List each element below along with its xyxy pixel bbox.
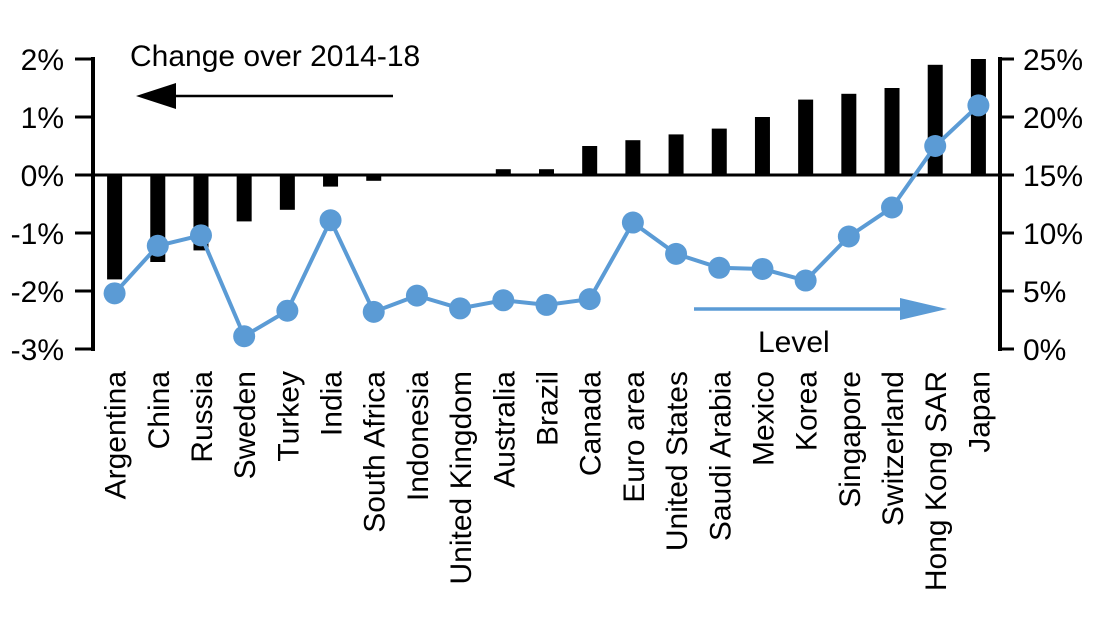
- right-axis-tick-label: 0%: [1023, 334, 1066, 367]
- category-label-saudi-arabia: Saudi Arabia: [704, 371, 737, 541]
- level-marker-saudi-arabia: [708, 256, 731, 279]
- level-marker-sweden: [233, 325, 256, 348]
- level-marker-indonesia: [405, 284, 428, 307]
- category-label-mexico: Mexico: [747, 371, 780, 466]
- level-marker-south-africa: [362, 300, 385, 323]
- change-annotation: Change over 2014-18: [130, 40, 420, 109]
- change-bar-south-africa: [366, 175, 382, 181]
- level-marker-turkey: [276, 299, 299, 322]
- category-label-japan: Japan: [963, 371, 996, 453]
- category-label-united-kingdom: United Kingdom: [445, 371, 478, 584]
- level-marker-india: [319, 209, 342, 232]
- category-label-brazil: Brazil: [532, 371, 565, 446]
- category-label-sweden: Sweden: [229, 371, 262, 479]
- right-axis-tick-label: 25%: [1023, 44, 1083, 77]
- right-axis-tick-label: 15%: [1023, 160, 1083, 193]
- level-marker-hong-kong-sar: [924, 135, 947, 157]
- change-series-label: Change over 2014-18: [130, 40, 420, 73]
- category-label-south-africa: South Africa: [359, 371, 392, 533]
- change-bar-india: [323, 175, 339, 187]
- change-bar-united-states: [668, 134, 684, 175]
- change-bar-korea: [798, 99, 814, 175]
- level-marker-argentina: [103, 282, 126, 305]
- category-label-united-states: United States: [661, 371, 694, 551]
- right-axis-tick-label: 20%: [1023, 102, 1083, 135]
- left-axis-tick-label: -1%: [11, 218, 64, 251]
- right-axis-tick-label: 5%: [1023, 276, 1066, 309]
- level-series-label: Level: [758, 326, 830, 359]
- category-label-indonesia: Indonesia: [402, 371, 435, 501]
- left-axis-tick-label: 1%: [21, 102, 64, 135]
- level-marker-singapore: [837, 225, 860, 248]
- left-axis-tick-label: 0%: [21, 160, 64, 193]
- change-bar-hong-kong-sar: [927, 64, 943, 175]
- category-label-india: India: [316, 371, 349, 436]
- category-label-australia: Australia: [488, 371, 521, 488]
- category-label-hong-kong-sar: Hong Kong SAR: [920, 371, 953, 591]
- category-label-russia: Russia: [186, 371, 219, 463]
- level-marker-mexico: [751, 257, 774, 280]
- left-axis-tick-label: 2%: [21, 44, 64, 77]
- change-bar-sweden: [236, 175, 252, 222]
- change-bar-euro-area: [625, 140, 641, 175]
- right-axis-tick-label: 10%: [1023, 218, 1083, 251]
- change-bar-switzerland: [884, 88, 900, 175]
- category-label-korea: Korea: [791, 371, 824, 451]
- change-arrowhead-left-icon: [136, 83, 176, 109]
- level-marker-brazil: [535, 293, 558, 316]
- change-bar-saudi-arabia: [711, 128, 727, 175]
- level-marker-united-states: [665, 242, 688, 265]
- level-marker-united-kingdom: [449, 297, 472, 320]
- level-marker-china: [146, 234, 169, 257]
- level-marker-canada: [578, 288, 601, 311]
- category-labels-layer: Argentina China Russia Sweden Turkey India Sou…: [100, 371, 997, 591]
- level-marker-korea: [794, 269, 817, 292]
- level-marker-australia: [492, 289, 515, 312]
- category-label-turkey: Turkey: [272, 371, 305, 462]
- level-arrowhead-right-icon: [900, 298, 947, 320]
- left-axis-tick-label: -3%: [11, 334, 64, 367]
- change-bar-canada: [582, 146, 598, 175]
- category-label-argentina: Argentina: [100, 371, 133, 500]
- change-bar-argentina: [107, 175, 123, 280]
- change-bar-japan: [970, 59, 986, 175]
- change-bar-australia: [495, 169, 511, 175]
- change-bars-layer: [107, 59, 986, 280]
- change-bar-singapore: [841, 93, 857, 175]
- category-label-euro-area: Euro area: [618, 371, 651, 503]
- category-label-canada: Canada: [575, 371, 608, 476]
- level-annotation: Level: [694, 298, 947, 359]
- left-axis-tick-label: -2%: [11, 276, 64, 309]
- level-marker-switzerland: [881, 196, 904, 219]
- level-marker-euro-area: [621, 211, 644, 234]
- category-label-switzerland: Switzerland: [877, 371, 910, 526]
- change-bar-brazil: [539, 169, 554, 175]
- level-line-layer: [103, 94, 990, 348]
- level-marker-russia: [189, 224, 212, 247]
- category-label-china: China: [143, 371, 176, 450]
- change-bar-turkey: [279, 175, 295, 210]
- change-bar-mexico: [754, 117, 770, 175]
- category-label-singapore: Singapore: [834, 371, 867, 508]
- level-marker-japan: [967, 94, 990, 117]
